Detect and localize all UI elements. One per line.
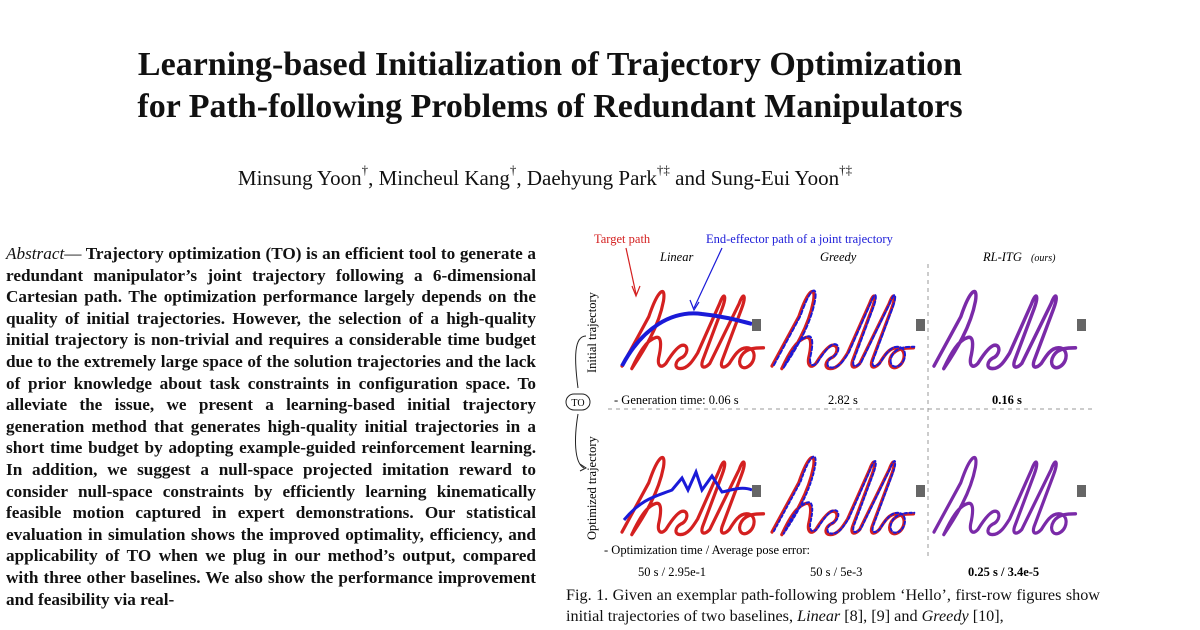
author-affiliation-mark: †‡ [839,162,853,177]
column-linear: Linear [659,250,693,264]
panel-linear-optimized [620,455,766,537]
panel-linear-initial [620,289,766,371]
author-affiliation-mark: † [361,162,369,177]
legend-target-path: Target path [594,232,651,246]
caption-method-greedy: Greedy [921,607,969,625]
column-rl-itg: RL-ITG [982,250,1022,264]
author-name: Sung-Eui Yoon [710,166,840,190]
to-arrow-head [579,463,587,472]
row-label-initial: Initial trajectory [585,291,599,373]
generation-time-ours: 0.16 s [992,393,1022,407]
to-bracket-bottom [575,413,585,469]
row-label-optimized: Optimized trajectory [585,435,599,540]
optimization-label: - Optimization time / Average pose error… [604,543,810,557]
generation-time-greedy: 2.82 s [828,393,858,407]
author-separator: , [516,166,527,190]
abstract-body: Trajectory optimization (TO) is an effic… [6,244,536,609]
author-name: Daehyung Park [526,166,657,190]
caption-text: [8], [9] and [840,607,922,625]
ee-path-linear-optimized [622,467,753,521]
target-arrow-head [631,285,641,298]
author-separator: , [368,166,379,190]
to-bracket-top [575,335,587,389]
ours-tag: (ours) [1031,253,1056,264]
panel-rl-itg-initial [932,289,1086,371]
paper-title: Learning-based Initialization of Traject… [0,44,1100,128]
generation-time-label: - Generation time: 0.06 s [614,393,739,407]
optimization-ours: 0.25 s / 3.4e-5 [968,565,1039,579]
figure-1: Target path End-effector path of a joint… [565,232,1092,579]
abstract: Abstract— Trajectory optimization (TO) i… [6,243,536,610]
optimization-greedy: 50 s / 5e-3 [810,565,862,579]
author-list: Minsung Yoon†, Mincheul Kang†, Daehyung … [0,162,1090,191]
author-name: Minsung Yoon [237,166,362,190]
title-line-2: for Path-following Problems of Redundant… [137,88,963,125]
ee-arrow [693,247,723,309]
figure-caption: Fig. 1. Given an exemplar path-following… [566,585,1100,627]
target-arrow [625,247,637,295]
author-separator: and [669,166,711,190]
abstract-dash: — [64,244,82,263]
author-name: Mincheul Kang [378,166,510,190]
ee-arrow-head [689,299,700,312]
panel-rl-itg-optimized [932,455,1086,537]
panel-greedy-optimized [770,455,925,537]
ee-path-linear-initial [620,311,753,367]
author-affiliation-mark: † [509,162,517,177]
column-greedy: Greedy [820,250,857,264]
abstract-lead: Abstract [6,244,65,263]
caption-method-linear: Linear [797,607,841,625]
caption-text: [10], [968,607,1004,625]
legend-ee-path: End-effector path of a joint trajectory [706,232,894,246]
author-affiliation-mark: †‡ [656,162,670,177]
title-line-1: Learning-based Initialization of Traject… [137,46,963,83]
panel-greedy-initial [770,289,925,371]
to-label: TO [571,398,584,409]
to-badge [565,393,591,411]
optimization-linear: 50 s / 2.95e-1 [638,565,706,579]
caption-text: Fig. 1. Given an exemplar path-following… [566,586,1100,625]
